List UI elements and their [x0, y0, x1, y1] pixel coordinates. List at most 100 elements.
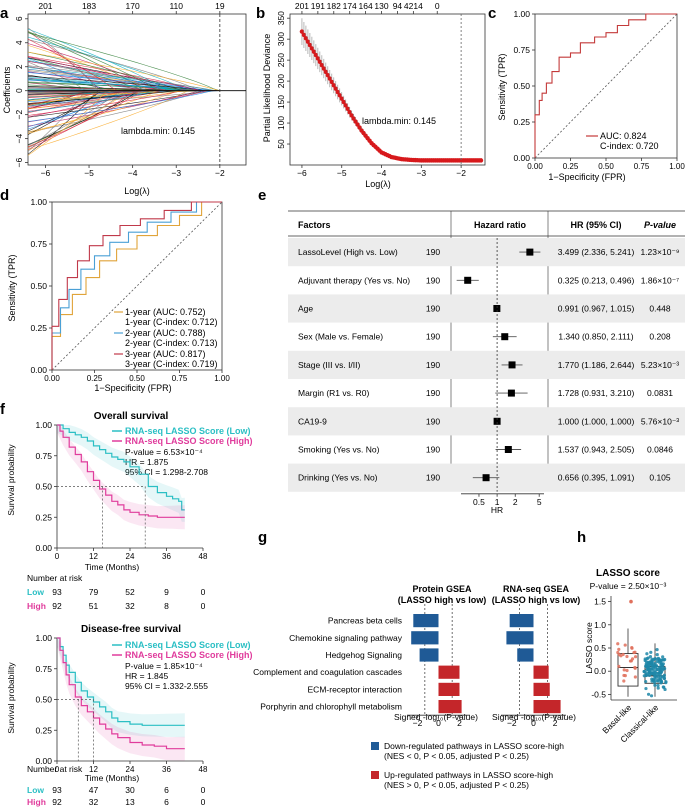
lasso-point — [617, 647, 621, 651]
ytick-b-2: 150 — [276, 95, 286, 109]
forest-hr-marker-7 — [504, 446, 512, 453]
km-os-legend-low: RNA-seq LASSO Score (Low) — [125, 426, 251, 436]
km-os-risk-high-name: High — [27, 601, 46, 611]
km-xtick-dfs-1: 12 — [89, 765, 98, 774]
forest-hr-text-4: 1.770 (1.186, 2.644) — [558, 360, 635, 370]
forest-factor-8: Drinking (Yes vs. No) — [298, 473, 378, 483]
deviance-point — [303, 36, 309, 41]
km-ytick-dfs-0: 0.00 — [35, 756, 52, 766]
gsea-protein-xlabel: Signed -log₁₀(P-value) — [394, 712, 478, 722]
legend-2y-auc: 2-year (AUC: 0.788) — [125, 328, 206, 338]
km-xtick-os-2: 24 — [126, 552, 135, 561]
lasso-box-ytick-0: -0.5 — [591, 689, 606, 699]
km-curve-dfs-low — [57, 637, 185, 726]
gsea-legend-down-line1: Down-regulated pathways in LASSO score-h… — [384, 741, 564, 751]
top-tick-b-3: 174 — [343, 1, 357, 11]
km-xtick-dfs-3: 36 — [162, 765, 171, 774]
gsea-rna-subtitle: (LASSO high vs low) — [492, 595, 581, 605]
lasso-point — [663, 687, 667, 692]
km-dfs-risk-high-name: High — [27, 797, 46, 807]
deviance-point — [309, 46, 315, 51]
km-ytick-os-3: 0.75 — [35, 451, 52, 461]
panel-letter-g: g — [258, 529, 267, 546]
xlabel-d: 1−Specificity (FPR) — [94, 383, 171, 393]
forest-hr-marker-3 — [501, 333, 509, 341]
km-risk-dfs-low-2: 30 — [125, 785, 135, 795]
lasso-point — [656, 686, 660, 690]
forest-header-p: P-value — [644, 220, 676, 230]
lasso-point — [649, 671, 653, 675]
deviance-point — [301, 32, 307, 38]
coefficient-path — [27, 90, 220, 106]
km-dfs-legend-low: RNA-seq LASSO Score (Low) — [125, 640, 251, 650]
km-risk-dfs-high-3: 6 — [164, 797, 169, 807]
lasso-box-ytick-4: 1.5 — [594, 597, 606, 607]
ylabel-c: Sensitivity (TPR) — [497, 53, 507, 120]
gsea-protein-subtitle: (LASSO high vs low) — [398, 595, 487, 605]
forest-factor-5: Margin (R1 vs. R0) — [298, 388, 369, 398]
ytick-c-3: 0.75 — [513, 45, 530, 55]
gsea-bar-1-1 — [506, 631, 534, 645]
deviance-point — [313, 52, 319, 58]
forest-factor-4: Stage (III vs. I/II) — [298, 360, 361, 370]
top-tick-b-8: 0 — [435, 1, 440, 11]
xlabel-a: Log(λ) — [124, 186, 150, 196]
gsea-protein-title: Protein GSEA — [412, 584, 472, 594]
forest-p-1: 1.86×10⁻⁷ — [641, 275, 680, 285]
gsea-pathway-label-3: Complement and coagulation cascades — [253, 667, 402, 677]
km-ytick-dfs-2: 0.50 — [35, 695, 52, 705]
gsea-xtick-0-1: 0 — [436, 718, 441, 728]
ytick-c-4: 1.00 — [513, 9, 530, 19]
lasso-point — [630, 646, 634, 650]
lasso-point — [655, 652, 659, 657]
forest-hr-text-1: 0.325 (0.213, 0.496) — [558, 275, 635, 285]
xtick-c-2: 0.50 — [598, 162, 614, 171]
panel-letter-f: f — [0, 401, 6, 418]
deviance-point — [305, 39, 311, 44]
forest-header-hazard: Hazard ratio — [474, 220, 527, 230]
lasso-point — [643, 657, 647, 661]
xtick-d-2: 0.50 — [129, 374, 145, 383]
km-risk-dfs-high-4: 0 — [201, 797, 206, 807]
lasso-point — [658, 666, 663, 670]
gsea-pathway-label-4: ECM-receptor interaction — [308, 684, 403, 694]
deviance-point — [325, 73, 331, 78]
top-tick-b-2: 182 — [327, 1, 341, 11]
panel-c: c AUC: 0.824 C-index: 0.720 1−Specificit… — [488, 5, 659, 182]
forest-factor-6: CA19-9 — [298, 416, 327, 426]
roc-curve-c-ROC — [534, 13, 677, 158]
forest-factor-0: LassoLevel (High vs. Low) — [298, 247, 398, 257]
forest-hr-marker-8 — [482, 474, 490, 482]
xtick-c-0: 0.00 — [527, 162, 543, 171]
gsea-bar-0-4 — [438, 682, 460, 696]
km-risk-os-high-0: 92 — [52, 601, 62, 611]
ylabel-a: Coefficients — [2, 66, 12, 113]
lasso-box-ytick-1: 0.0 — [594, 666, 606, 676]
panel-letter-e: e — [258, 187, 266, 204]
panel-letter-d: d — [0, 187, 9, 204]
forest-hr-marker-4 — [508, 361, 516, 369]
km-risk-dfs-low-4: 0 — [201, 785, 206, 795]
top-tick-a-1: 183 — [82, 1, 96, 11]
top-tick-b-7: 4214 — [404, 1, 423, 11]
forest-n-0: 190 — [426, 247, 440, 257]
lasso-point — [644, 679, 648, 684]
forest-n-6: 190 — [426, 416, 440, 426]
panel-letter-b: b — [256, 5, 265, 22]
ytick-d-3: 0.75 — [30, 239, 47, 249]
deviance-point — [317, 59, 323, 65]
deviance-point — [339, 96, 344, 101]
lasso-box-title: LASSO score — [596, 568, 660, 579]
forest-hr-marker-5 — [507, 389, 515, 397]
forest-hr-marker-1 — [464, 276, 472, 284]
gsea-xtick-1-2: 2 — [553, 718, 558, 728]
top-tick-a-4: 19 — [215, 1, 225, 11]
km-curve-dfs-high — [57, 637, 185, 750]
ytick-c-0: 0.00 — [513, 153, 530, 163]
lasso-point — [623, 674, 627, 678]
lasso-point — [662, 676, 666, 680]
lasso-point — [655, 667, 659, 671]
lasso-point — [633, 655, 638, 659]
forest-hr-text-0: 3.499 (2.336, 5.241) — [558, 247, 635, 257]
